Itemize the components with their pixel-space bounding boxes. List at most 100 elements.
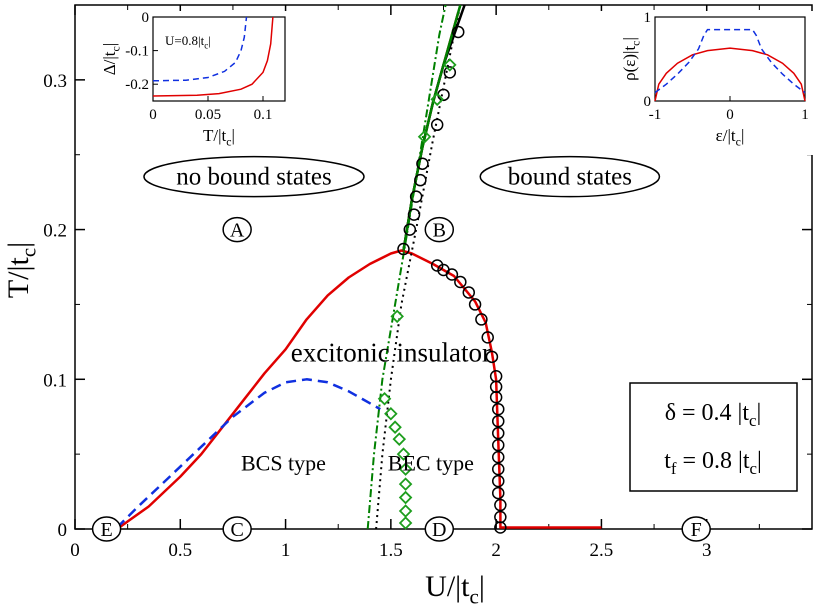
point-label-text: F bbox=[691, 519, 702, 541]
text-subscript: c bbox=[204, 40, 208, 50]
region-label: BEC type bbox=[388, 451, 474, 476]
point-label-circle bbox=[91, 516, 122, 542]
data-point-circle bbox=[494, 521, 507, 534]
x-tick-label: 2.5 bbox=[590, 540, 614, 561]
point-label-text: C bbox=[230, 519, 243, 541]
data-point-circle bbox=[403, 223, 417, 236]
region-text: BCS type bbox=[241, 451, 326, 476]
data-point-circle bbox=[454, 275, 467, 289]
text-part: | bbox=[741, 126, 744, 145]
data-point-diamond bbox=[390, 309, 404, 324]
data-point-circle bbox=[445, 268, 459, 281]
y-tick-label: 0.2 bbox=[43, 221, 67, 242]
data-point-circle bbox=[451, 25, 465, 39]
text-subscript: c bbox=[226, 134, 231, 148]
data-point-circle bbox=[491, 474, 505, 488]
y-tick-label: 0.1 bbox=[43, 370, 67, 391]
series-line bbox=[116, 378, 381, 529]
text-part: ρ(ε)|t bbox=[620, 46, 639, 81]
inset-annotation: U=0.8|tc| bbox=[165, 33, 211, 50]
point-label-circle bbox=[424, 216, 455, 243]
data-point-circle bbox=[491, 486, 505, 500]
data-point-circle bbox=[494, 498, 507, 512]
data-point-circle bbox=[430, 118, 444, 132]
series-line bbox=[116, 249, 602, 529]
series-line bbox=[402, 5, 462, 251]
series-line bbox=[366, 5, 447, 529]
data-point-circle bbox=[409, 190, 423, 203]
point-label-circle bbox=[424, 516, 455, 542]
region-text: excitonic insulator bbox=[291, 337, 491, 367]
region-oval bbox=[479, 155, 661, 198]
data-point-circle bbox=[491, 414, 505, 428]
x-tick-label: 0 bbox=[70, 540, 80, 561]
region-label: BCS type bbox=[241, 451, 326, 476]
data-point-diamond bbox=[388, 420, 402, 434]
text-part: Δ/|t bbox=[100, 51, 119, 75]
inset-x-label: T/|tc| bbox=[203, 126, 235, 148]
text-subscript: f bbox=[671, 459, 677, 478]
data-point-diamond bbox=[443, 58, 457, 72]
text-part: | bbox=[2, 242, 35, 248]
series-line bbox=[402, 5, 466, 251]
text-part: = 0.8 |t bbox=[676, 448, 749, 474]
main-series bbox=[116, 5, 602, 529]
data-point-diamond bbox=[398, 477, 413, 491]
inset-background bbox=[93, 11, 295, 155]
inset-series-line bbox=[152, 16, 274, 97]
inset-y-tick-label: 0 bbox=[644, 94, 652, 110]
inset-y-label: Δ/|tc| bbox=[100, 43, 122, 75]
x-tick-label: 2 bbox=[491, 540, 501, 561]
data-point-diamond bbox=[392, 432, 407, 446]
y-tick-label: 0.3 bbox=[43, 71, 67, 92]
point-label-circle bbox=[222, 216, 252, 243]
data-point-circle bbox=[491, 438, 505, 452]
text-part: | bbox=[100, 43, 119, 46]
data-point-diamond bbox=[417, 129, 432, 144]
x-tick-label: 1 bbox=[281, 540, 291, 561]
text-subscript: c bbox=[750, 459, 757, 478]
point-label-text: A bbox=[230, 220, 245, 242]
x-axis-label: U/|tc| bbox=[425, 570, 485, 609]
point-label-text: B bbox=[433, 220, 446, 242]
data-point-circle bbox=[437, 88, 450, 102]
y-tick-label: 0 bbox=[58, 520, 68, 541]
data-point-diamond bbox=[398, 490, 413, 505]
text-subscript: c bbox=[628, 41, 642, 46]
param-delta: δ = 0.4 |tc| bbox=[665, 400, 762, 430]
data-point-circle bbox=[430, 259, 444, 272]
text-part: | bbox=[232, 126, 235, 145]
y-axis-label: T/|tc| bbox=[2, 242, 41, 298]
text-part: t bbox=[664, 448, 671, 474]
data-point-diamond bbox=[384, 406, 398, 421]
x-tick-label: 3 bbox=[702, 540, 712, 561]
text-part: | bbox=[756, 400, 761, 426]
inset-x-tick-label: 0 bbox=[726, 107, 734, 123]
inset-y-label: ρ(ε)|tc| bbox=[620, 37, 642, 81]
series-line bbox=[375, 5, 462, 529]
inset-x-tick-label: 0 bbox=[149, 107, 157, 123]
region-text: BEC type bbox=[388, 451, 474, 476]
inset-x-tick-label: -1 bbox=[649, 107, 662, 123]
point-label: C bbox=[222, 516, 252, 542]
inset-x-tick-label: 0.1 bbox=[254, 107, 273, 123]
inset-y-tick-label: 1 bbox=[644, 10, 652, 26]
point-label: D bbox=[424, 516, 455, 542]
data-point-circle bbox=[475, 313, 488, 326]
region-label: bound states bbox=[479, 155, 661, 198]
data-point-circle bbox=[397, 242, 410, 256]
text-subscript: c bbox=[470, 585, 479, 609]
region-text: bound states bbox=[508, 164, 632, 191]
text-subscript: c bbox=[17, 248, 41, 257]
x-tick-label: 1.5 bbox=[379, 540, 403, 561]
x-tick-label: 0.5 bbox=[168, 540, 192, 561]
inset-y-tick-label: -0.2 bbox=[125, 77, 149, 93]
data-point-diamond bbox=[398, 516, 413, 530]
text-part: T/|t bbox=[2, 257, 35, 299]
text-part: | bbox=[757, 448, 762, 474]
data-point-diamond bbox=[377, 391, 392, 406]
text-part: | bbox=[208, 33, 211, 48]
point-label: E bbox=[91, 516, 122, 542]
point-label: F bbox=[681, 516, 711, 542]
text-subscript: c bbox=[749, 411, 756, 430]
